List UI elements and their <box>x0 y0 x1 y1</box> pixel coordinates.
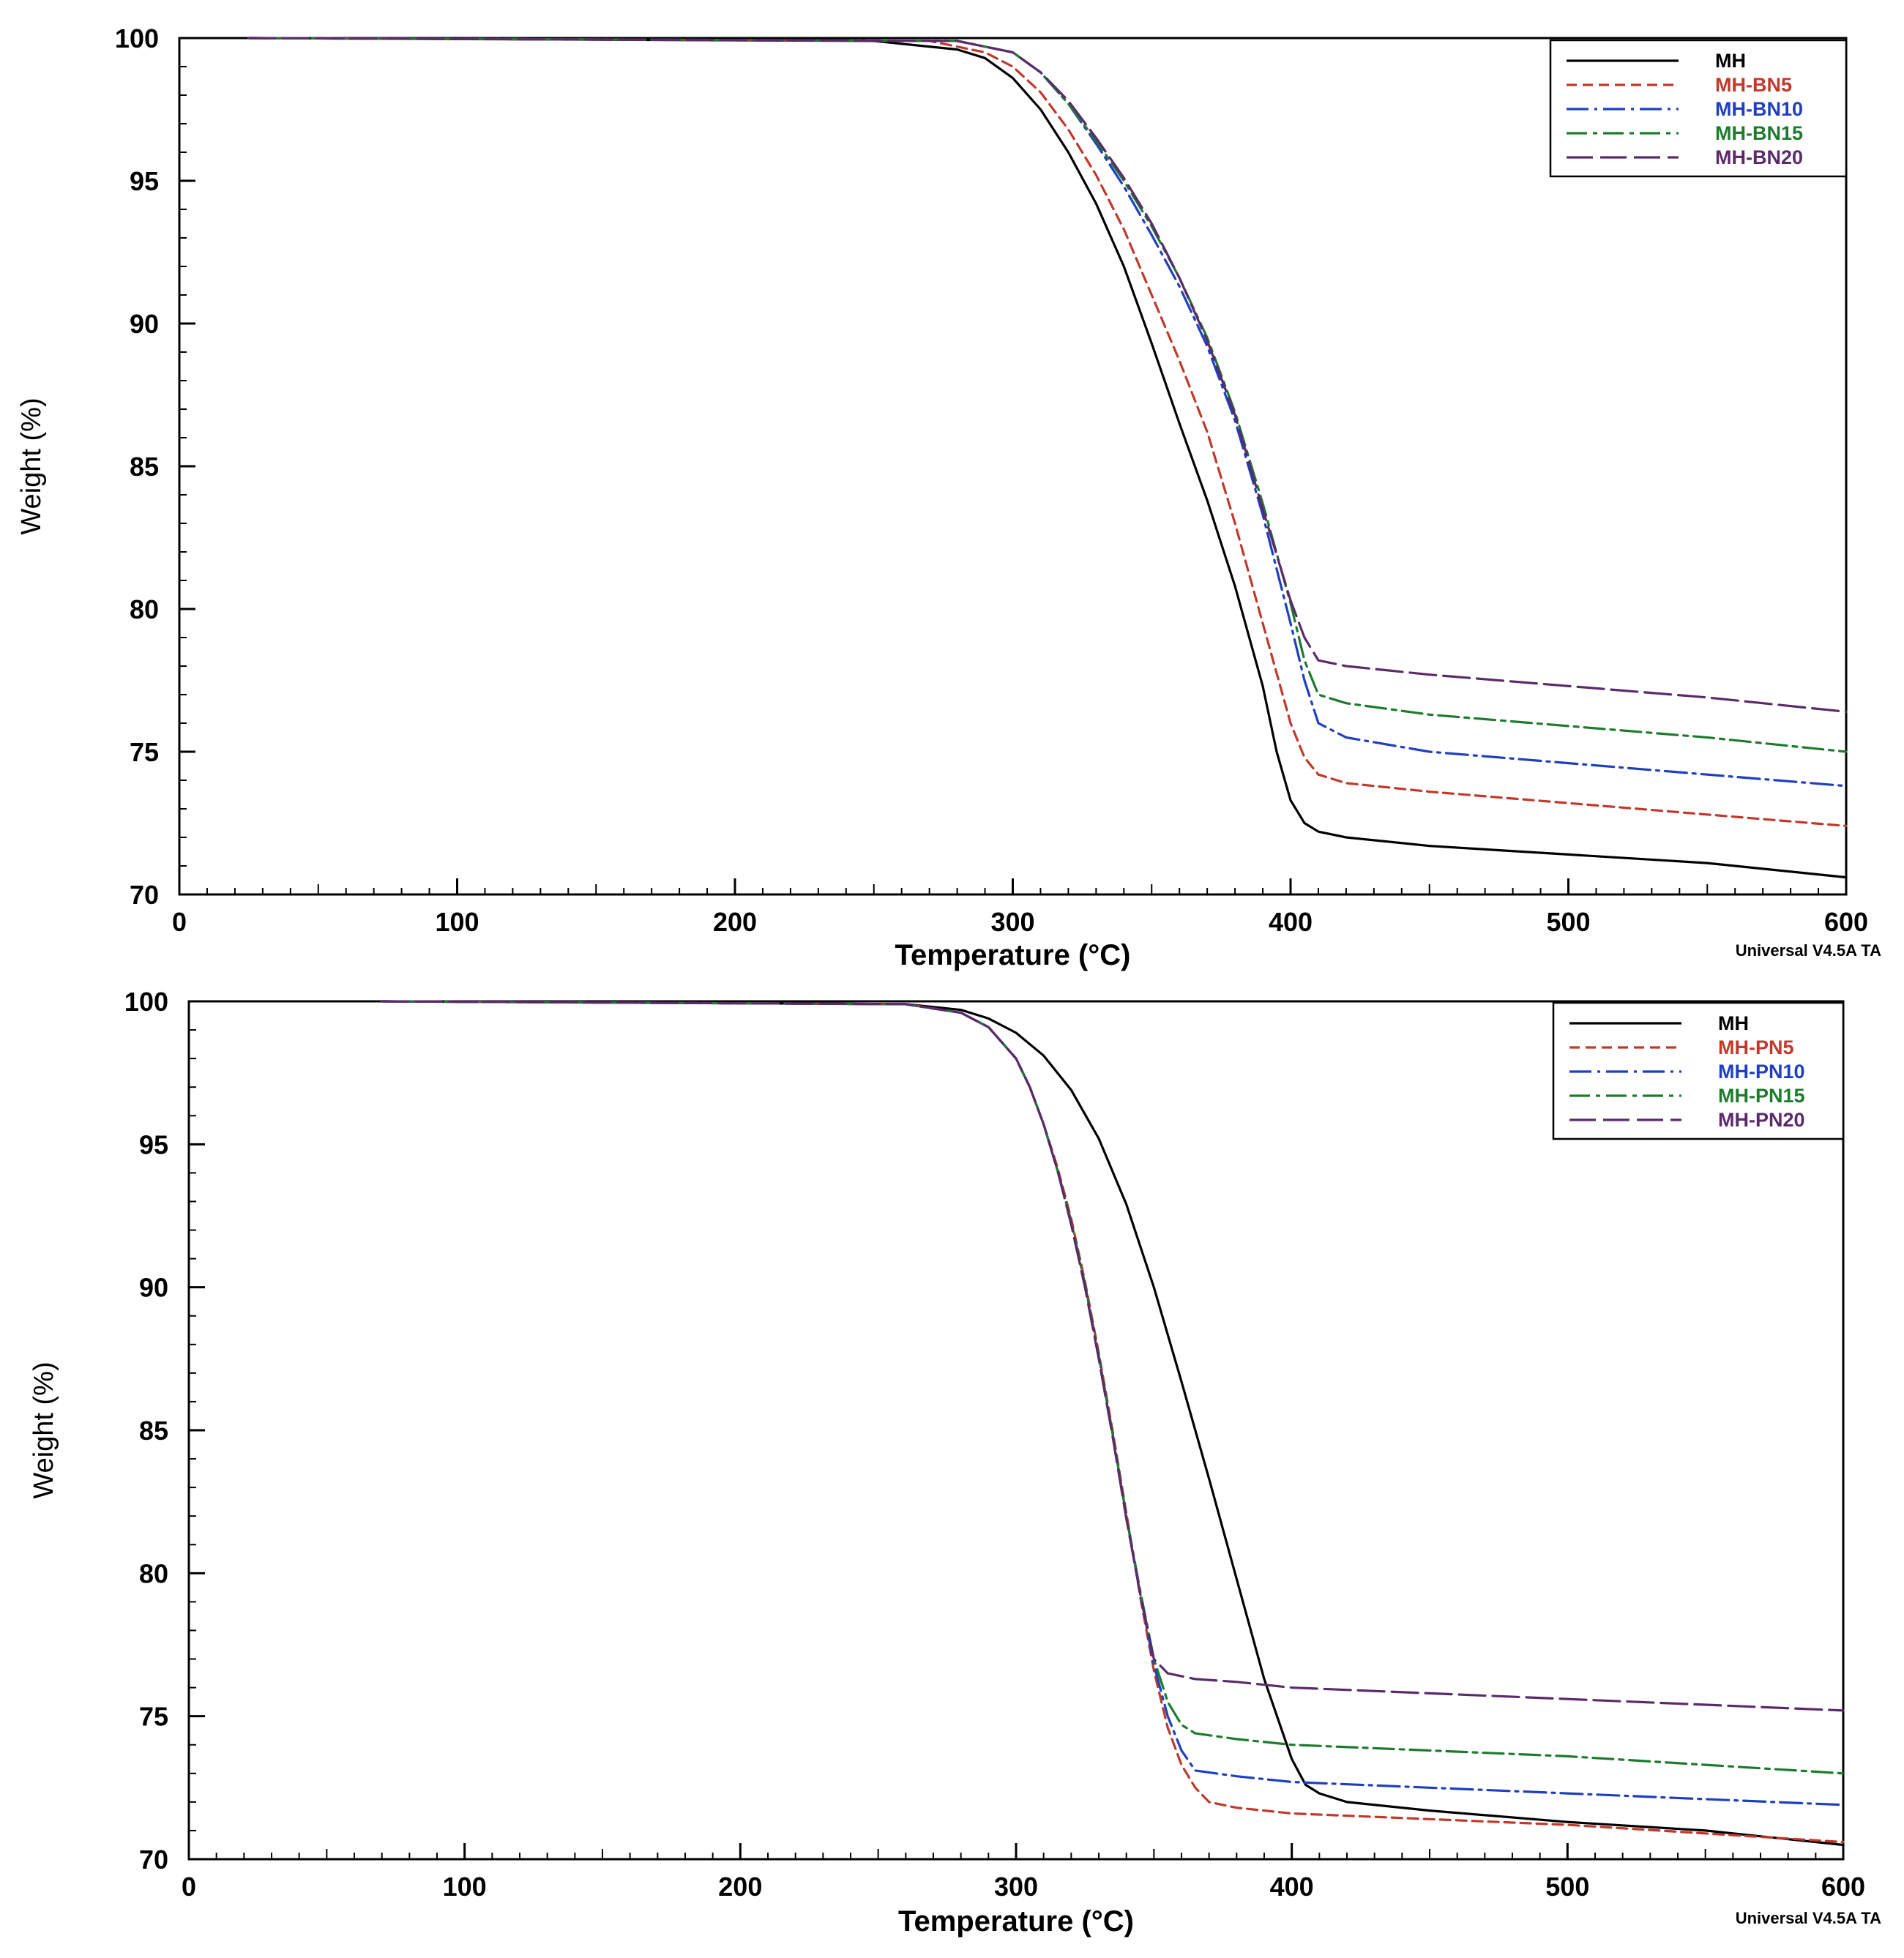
chart-1-y-tick-label: 85 <box>139 1416 168 1446</box>
chart-0-y-axis-label: Weight (%) <box>16 397 47 534</box>
chart-0-series-line-mh-bn5 <box>247 37 1848 828</box>
bottom-chart-panel: 0 100 200 300 400 500 600 70 75 80 85 90 95 100 Temper… <box>29 987 1881 1938</box>
chart-1-y-tick-label: 90 <box>139 1273 168 1303</box>
chart-1-y-tick-label: 95 <box>139 1129 168 1159</box>
chart-1-x-axis-label: Temperature (°C) <box>898 1905 1134 1938</box>
chart-1-x-tick-label: 600 <box>1821 1872 1865 1902</box>
chart-0-legend-label-mh-bn10: MH-BN10 <box>1715 98 1803 120</box>
chart-1-y-tick-label: 70 <box>139 1845 168 1875</box>
chart-1-y-tick-label: 100 <box>124 987 168 1017</box>
chart-0-legend-label-mh-bn20: MH-BN20 <box>1715 146 1803 168</box>
chart-0-y-tick-label: 100 <box>115 23 159 53</box>
top-chart-panel: 0 100 200 300 400 500 600 70 75 80 85 90 95 100 Temper… <box>16 23 1881 971</box>
chart-0-x-axis-label: Temperature (°C) <box>895 939 1131 971</box>
chart-1-legend-label-mh-pn20: MH-PN20 <box>1718 1109 1805 1131</box>
chart-0-y-tick-label: 95 <box>130 166 159 196</box>
chart-0-x-tick-label: 200 <box>713 907 757 937</box>
chart-0-legend-label-mh-bn5: MH-BN5 <box>1715 74 1792 96</box>
chart-0-x-tick-label: 100 <box>435 907 479 937</box>
chart-0-legend-label-mh-bn15: MH-BN15 <box>1715 122 1803 144</box>
chart-1-legend-box <box>1552 1001 1845 1140</box>
chart-0-legend-label-mh: MH <box>1715 50 1746 72</box>
chart-0-y-tick-label: 75 <box>130 737 159 767</box>
chart-0-y-tick-label: 80 <box>130 594 159 624</box>
chart-0-series-line-mh <box>247 37 1848 879</box>
chart-1-y-tick-label: 80 <box>139 1558 168 1588</box>
chart-1-series-line-mh-pn20 <box>381 1000 1845 1712</box>
chart-1-y-axis-label: Weight (%) <box>29 1361 59 1498</box>
chart-0-x-tick-label: 400 <box>1269 907 1313 937</box>
chart-1-x-tick-label: 300 <box>994 1872 1038 1902</box>
chart-0-x-tick-label: 0 <box>172 907 187 937</box>
chart-1-software-footer: Universal V4.5A TA <box>1736 1909 1881 1927</box>
chart-0-x-tick-label: 300 <box>990 907 1034 937</box>
chart-0-y-tick-label: 85 <box>130 452 159 482</box>
chart-1-x-tick-label: 400 <box>1270 1872 1314 1902</box>
chart-1-legend-label-mh-pn15: MH-PN15 <box>1718 1085 1805 1107</box>
chart-0-series-line-mh-bn20 <box>247 37 1848 714</box>
chart-1-legend-label-mh: MH <box>1718 1012 1749 1034</box>
chart-1-y-tick-label: 75 <box>139 1702 168 1732</box>
chart-1-series-line-mh <box>381 1000 1845 1847</box>
chart-1-x-tick-label: 0 <box>182 1872 196 1902</box>
chart-0-y-tick-label: 90 <box>130 309 159 339</box>
chart-0-y-tick-label: 70 <box>130 880 159 910</box>
chart-1-x-tick-label: 200 <box>718 1872 762 1902</box>
chart-1-x-tick-label: 100 <box>443 1872 487 1902</box>
chart-1-legend-label-mh-pn5: MH-PN5 <box>1718 1036 1794 1058</box>
chart-1-x-tick-label: 500 <box>1545 1872 1589 1902</box>
chart-0-x-tick-label: 600 <box>1824 907 1868 937</box>
chart-0-x-tick-label: 500 <box>1546 907 1590 937</box>
chart-0-software-footer: Universal V4.5A TA <box>1736 941 1881 960</box>
chart-0-legend-box <box>1549 39 1848 178</box>
chart-1-legend-label-mh-pn10: MH-PN10 <box>1718 1061 1805 1083</box>
